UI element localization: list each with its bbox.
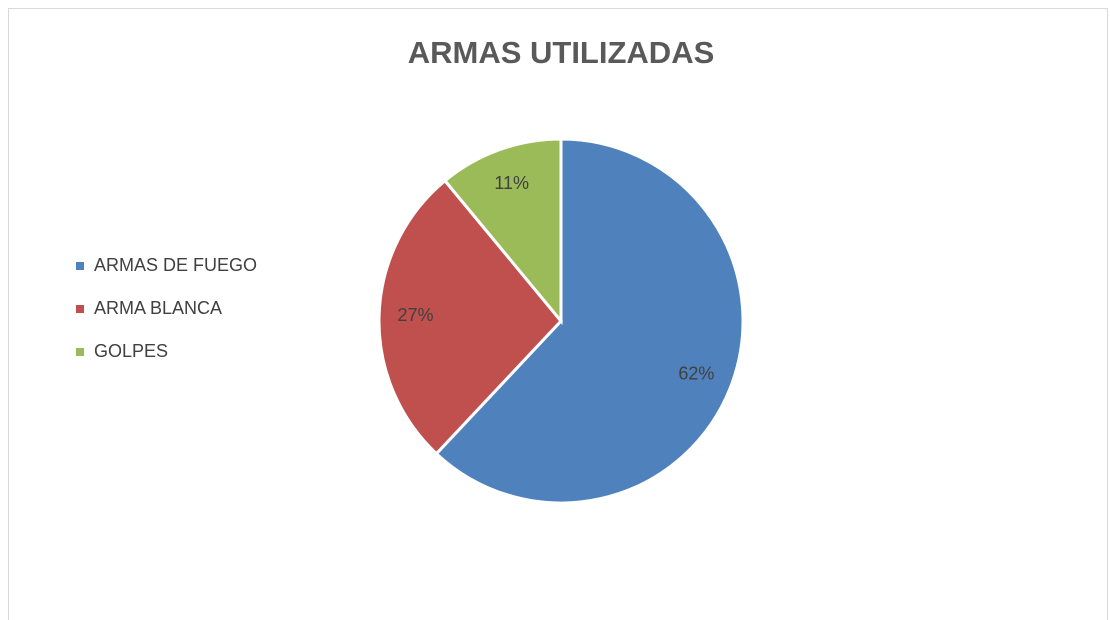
legend-label: ARMA BLANCA: [94, 298, 222, 318]
pie-slice: [442, 137, 563, 326]
data-label: 27%: [397, 305, 433, 325]
data-label: 11%: [494, 173, 529, 193]
legend-swatch: [76, 262, 84, 270]
legend-swatch: [76, 305, 84, 313]
chart-title: ARMAS UTILIZADAS: [408, 35, 715, 70]
legend-label: ARMAS DE FUEGO: [94, 255, 257, 275]
data-label: 62%: [678, 363, 714, 383]
legend-swatch: [76, 348, 84, 356]
pie-slice: [377, 178, 563, 456]
legend-label: GOLPES: [94, 341, 168, 361]
pie-slice: [434, 137, 745, 505]
